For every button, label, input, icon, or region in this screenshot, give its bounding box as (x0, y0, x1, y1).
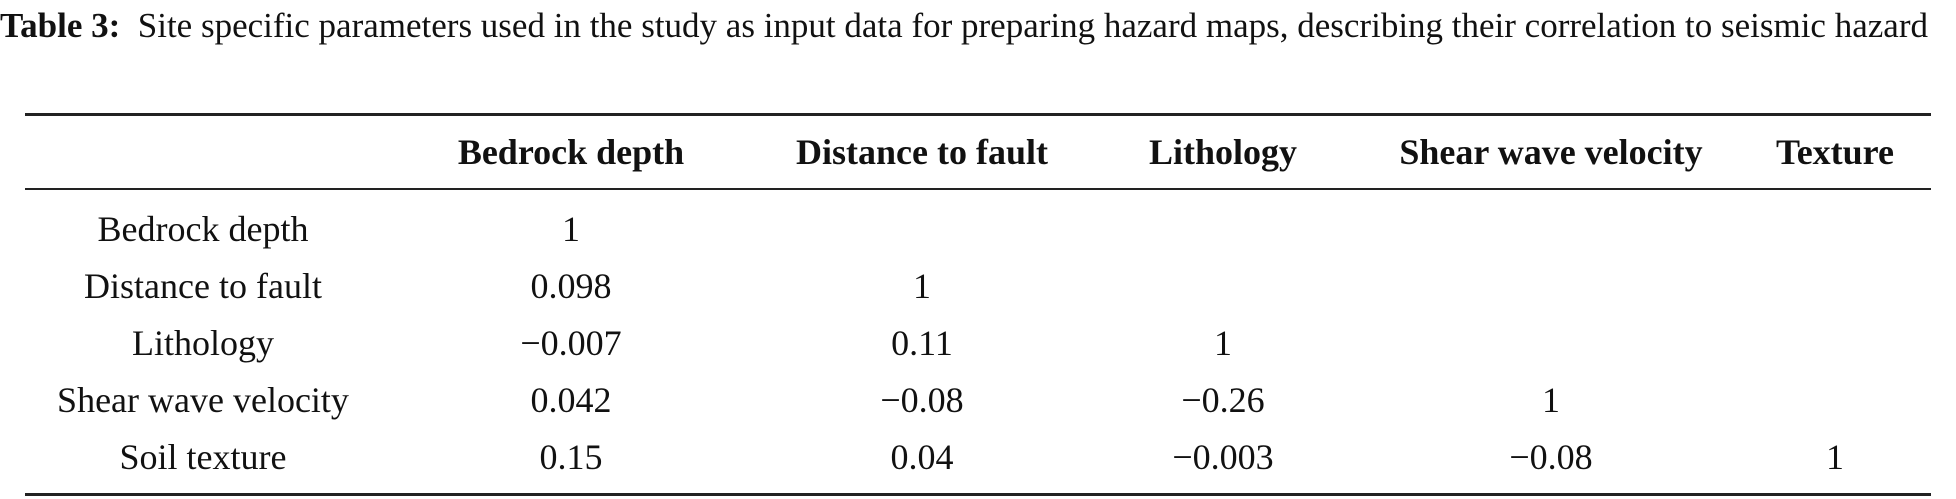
header-row: Bedrock depth Distance to fault Litholog… (25, 114, 1931, 190)
table-cell (1083, 257, 1363, 314)
table-cell (1363, 314, 1739, 371)
row-label: Distance to fault (84, 265, 322, 306)
table-cell: 1 (1542, 379, 1560, 420)
table-cell: −0.26 (1181, 379, 1265, 420)
table-cell (1363, 257, 1739, 314)
table-row: Lithology −0.007 0.11 1 (25, 314, 1931, 371)
table-cell (1739, 371, 1931, 428)
table-cell: −0.007 (520, 322, 622, 363)
table-cell: 0.042 (530, 379, 612, 420)
table-cell: 0.11 (891, 322, 953, 363)
table-cell: −0.08 (880, 379, 964, 420)
column-header: Bedrock depth (457, 132, 685, 172)
table-cell (1739, 189, 1931, 257)
table-cell: 1 (1826, 436, 1844, 477)
column-header (25, 115, 381, 190)
table-cell: 0.04 (890, 436, 954, 477)
table-row: Soil texture 0.15 0.04 −0.003 −0.08 1 (25, 428, 1931, 495)
table-cell (1739, 314, 1931, 371)
table-cell: −0.003 (1172, 436, 1274, 477)
table-cell (1739, 257, 1931, 314)
column-header: Texture (1775, 132, 1894, 172)
table-row: Bedrock depth 1 (25, 189, 1931, 257)
table-cell: 1 (562, 208, 580, 249)
caption-label: Table 3: (0, 6, 121, 45)
table-cell (1363, 189, 1739, 257)
table-cell: −0.08 (1509, 436, 1593, 477)
table-cell (1083, 189, 1363, 257)
table-cell: 1 (913, 265, 931, 306)
table-row: Shear wave velocity 0.042 −0.08 −0.26 1 (25, 371, 1931, 428)
table-cell (761, 189, 1083, 257)
table-caption: Table 3: Site specific parameters used i… (0, 4, 1956, 48)
caption-text: Site specific parameters used in the stu… (137, 6, 1928, 45)
row-label: Lithology (132, 322, 274, 363)
column-header: Shear wave velocity (1399, 132, 1703, 172)
table-cell: 0.098 (530, 265, 612, 306)
column-header: Lithology (1148, 132, 1298, 172)
row-label: Soil texture (119, 436, 287, 477)
table-row: Distance to fault 0.098 1 (25, 257, 1931, 314)
row-label: Bedrock depth (97, 208, 309, 249)
table-cell: 0.15 (539, 436, 603, 477)
correlation-table: Bedrock depth Distance to fault Litholog… (25, 113, 1931, 496)
table-cell: 1 (1214, 322, 1232, 363)
row-label: Shear wave velocity (57, 379, 349, 420)
column-header: Distance to fault (796, 132, 1048, 172)
